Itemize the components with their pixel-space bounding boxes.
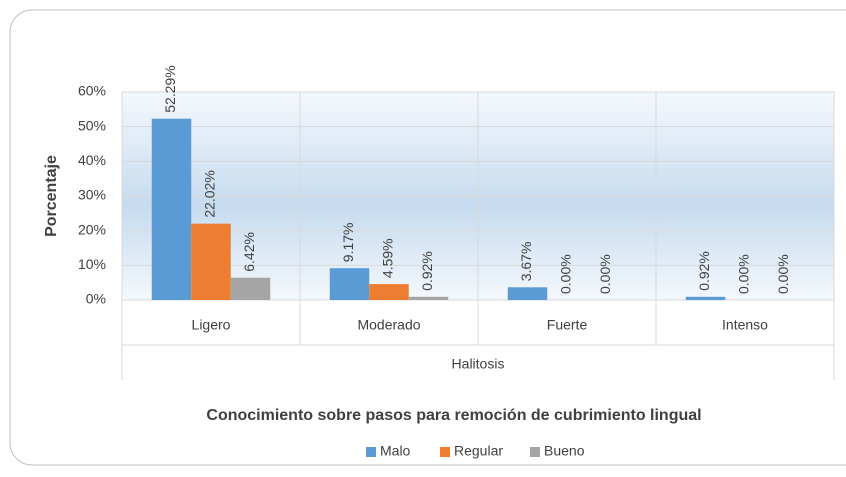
data-label: 6.42% xyxy=(241,232,257,272)
data-label: 22.02% xyxy=(202,170,218,217)
legend-swatch xyxy=(440,447,450,457)
legend-label: Regular xyxy=(454,443,503,459)
x-tick-label: Moderado xyxy=(357,317,420,333)
bar xyxy=(685,296,726,300)
legend-label: Malo xyxy=(380,443,411,459)
data-label: 3.67% xyxy=(518,242,534,282)
bar xyxy=(230,277,271,300)
legend-label: Bueno xyxy=(544,443,585,459)
data-label: 0.92% xyxy=(419,251,435,291)
data-label: 4.59% xyxy=(380,238,396,278)
data-label: 0.92% xyxy=(696,251,712,291)
y-axis-title: Porcentaje xyxy=(43,155,60,237)
y-tick-label: 60% xyxy=(78,83,106,99)
bar xyxy=(151,118,192,300)
data-label: 52.29% xyxy=(162,65,178,112)
bar xyxy=(507,287,548,300)
bar xyxy=(191,223,231,300)
x-tick-label: Ligero xyxy=(192,317,231,333)
bar xyxy=(408,296,449,300)
y-tick-label: 10% xyxy=(78,256,106,272)
legend-swatch xyxy=(530,447,540,457)
y-tick-label: 40% xyxy=(78,152,106,168)
legend-swatch xyxy=(366,447,376,457)
bar xyxy=(369,284,409,300)
data-label: 9.17% xyxy=(340,223,356,263)
data-label: 0.00% xyxy=(775,254,791,294)
x-tick-label: Intenso xyxy=(722,317,768,333)
y-tick-label: 0% xyxy=(86,291,106,307)
data-label: 0.00% xyxy=(736,254,752,294)
y-tick-label: 20% xyxy=(78,221,106,237)
y-tick-label: 50% xyxy=(78,117,106,133)
x-axis-title: Halitosis xyxy=(452,356,505,372)
x-tick-label: Fuerte xyxy=(547,317,588,333)
data-label: 0.00% xyxy=(597,254,613,294)
bar xyxy=(329,268,370,300)
data-label: 0.00% xyxy=(558,254,574,294)
chart-title: Conocimiento sobre pasos para remoción d… xyxy=(206,407,701,424)
y-tick-label: 30% xyxy=(78,187,106,203)
